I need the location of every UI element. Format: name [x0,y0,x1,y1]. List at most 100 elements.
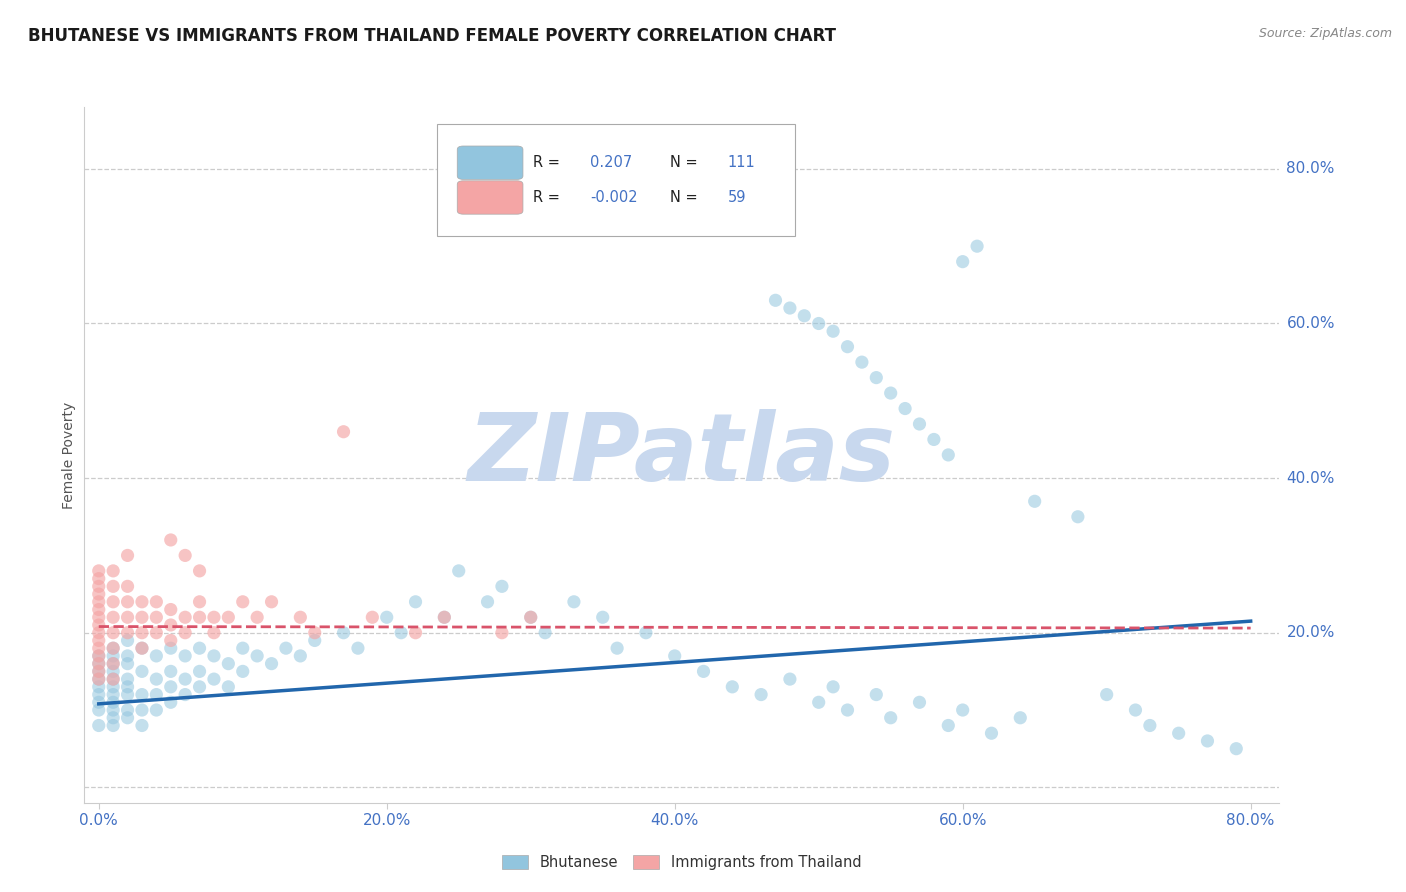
Point [274,641,297,656]
Point [87,672,110,686]
Point [87,695,110,709]
Legend: Bhutanese, Immigrants from Thailand: Bhutanese, Immigrants from Thailand [496,849,868,876]
Point [117,595,139,609]
Point [117,648,139,663]
Point [664,648,686,663]
Point [980,726,1002,740]
Point [87,648,110,663]
Point [779,672,801,686]
Point [202,648,225,663]
Point [87,641,110,656]
Point [936,448,959,462]
Point [1067,509,1090,524]
Point [131,625,153,640]
Point [131,718,153,732]
Text: ZIPatlas: ZIPatlas [468,409,896,501]
Point [101,641,124,656]
Text: 80.0%: 80.0% [1286,161,1334,177]
Point [87,579,110,593]
Point [87,625,110,640]
Point [87,657,110,671]
Point [260,595,283,609]
Y-axis label: Female Poverty: Female Poverty [62,401,76,508]
Point [304,625,326,640]
Point [793,309,815,323]
Point [188,610,211,624]
Point [807,317,830,331]
Point [145,703,167,717]
Point [908,695,931,709]
Point [87,688,110,702]
Point [101,564,124,578]
Point [117,625,139,640]
Point [174,549,197,563]
Point [174,648,197,663]
Point [894,401,917,416]
Point [145,625,167,640]
Point [879,711,901,725]
Point [865,370,887,384]
Text: 60.0%: 60.0% [1286,316,1334,331]
Point [290,610,312,624]
Point [606,641,628,656]
Point [1125,703,1147,717]
Point [1095,688,1118,702]
Point [117,633,139,648]
Point [592,610,614,624]
Point [101,672,124,686]
Point [879,386,901,401]
Point [87,587,110,601]
Point [188,564,211,578]
Point [1197,734,1219,748]
Point [87,703,110,717]
Point [332,425,354,439]
Point [174,625,197,640]
Text: R =: R = [533,190,564,205]
Point [217,680,239,694]
Point [477,595,499,609]
Point [749,688,772,702]
Point [117,610,139,624]
Point [823,324,845,338]
Point [117,549,139,563]
Point [101,595,124,609]
Point [87,665,110,679]
Point [87,572,110,586]
Point [290,648,312,663]
Point [101,610,124,624]
Point [246,610,269,624]
Point [87,633,110,648]
Point [202,625,225,640]
Point [634,625,657,640]
Point [101,703,124,717]
Point [232,665,254,679]
Point [159,641,181,656]
Point [721,680,744,694]
Point [232,595,254,609]
Point [692,665,714,679]
Point [232,641,254,656]
Point [217,657,239,671]
Point [332,625,354,640]
Point [101,665,124,679]
Text: BHUTANESE VS IMMIGRANTS FROM THAILAND FEMALE POVERTY CORRELATION CHART: BHUTANESE VS IMMIGRANTS FROM THAILAND FE… [28,27,837,45]
Point [908,417,931,431]
Point [87,564,110,578]
Point [202,610,225,624]
Point [101,641,124,656]
Point [131,665,153,679]
Point [823,680,845,694]
Point [117,680,139,694]
Point [260,657,283,671]
Point [101,657,124,671]
Text: Source: ZipAtlas.com: Source: ZipAtlas.com [1258,27,1392,40]
Point [117,672,139,686]
Point [159,665,181,679]
Text: 20.0%: 20.0% [1286,625,1334,640]
Point [174,688,197,702]
Point [188,641,211,656]
Point [101,680,124,694]
Point [131,688,153,702]
Point [131,610,153,624]
Text: 59: 59 [727,190,745,205]
